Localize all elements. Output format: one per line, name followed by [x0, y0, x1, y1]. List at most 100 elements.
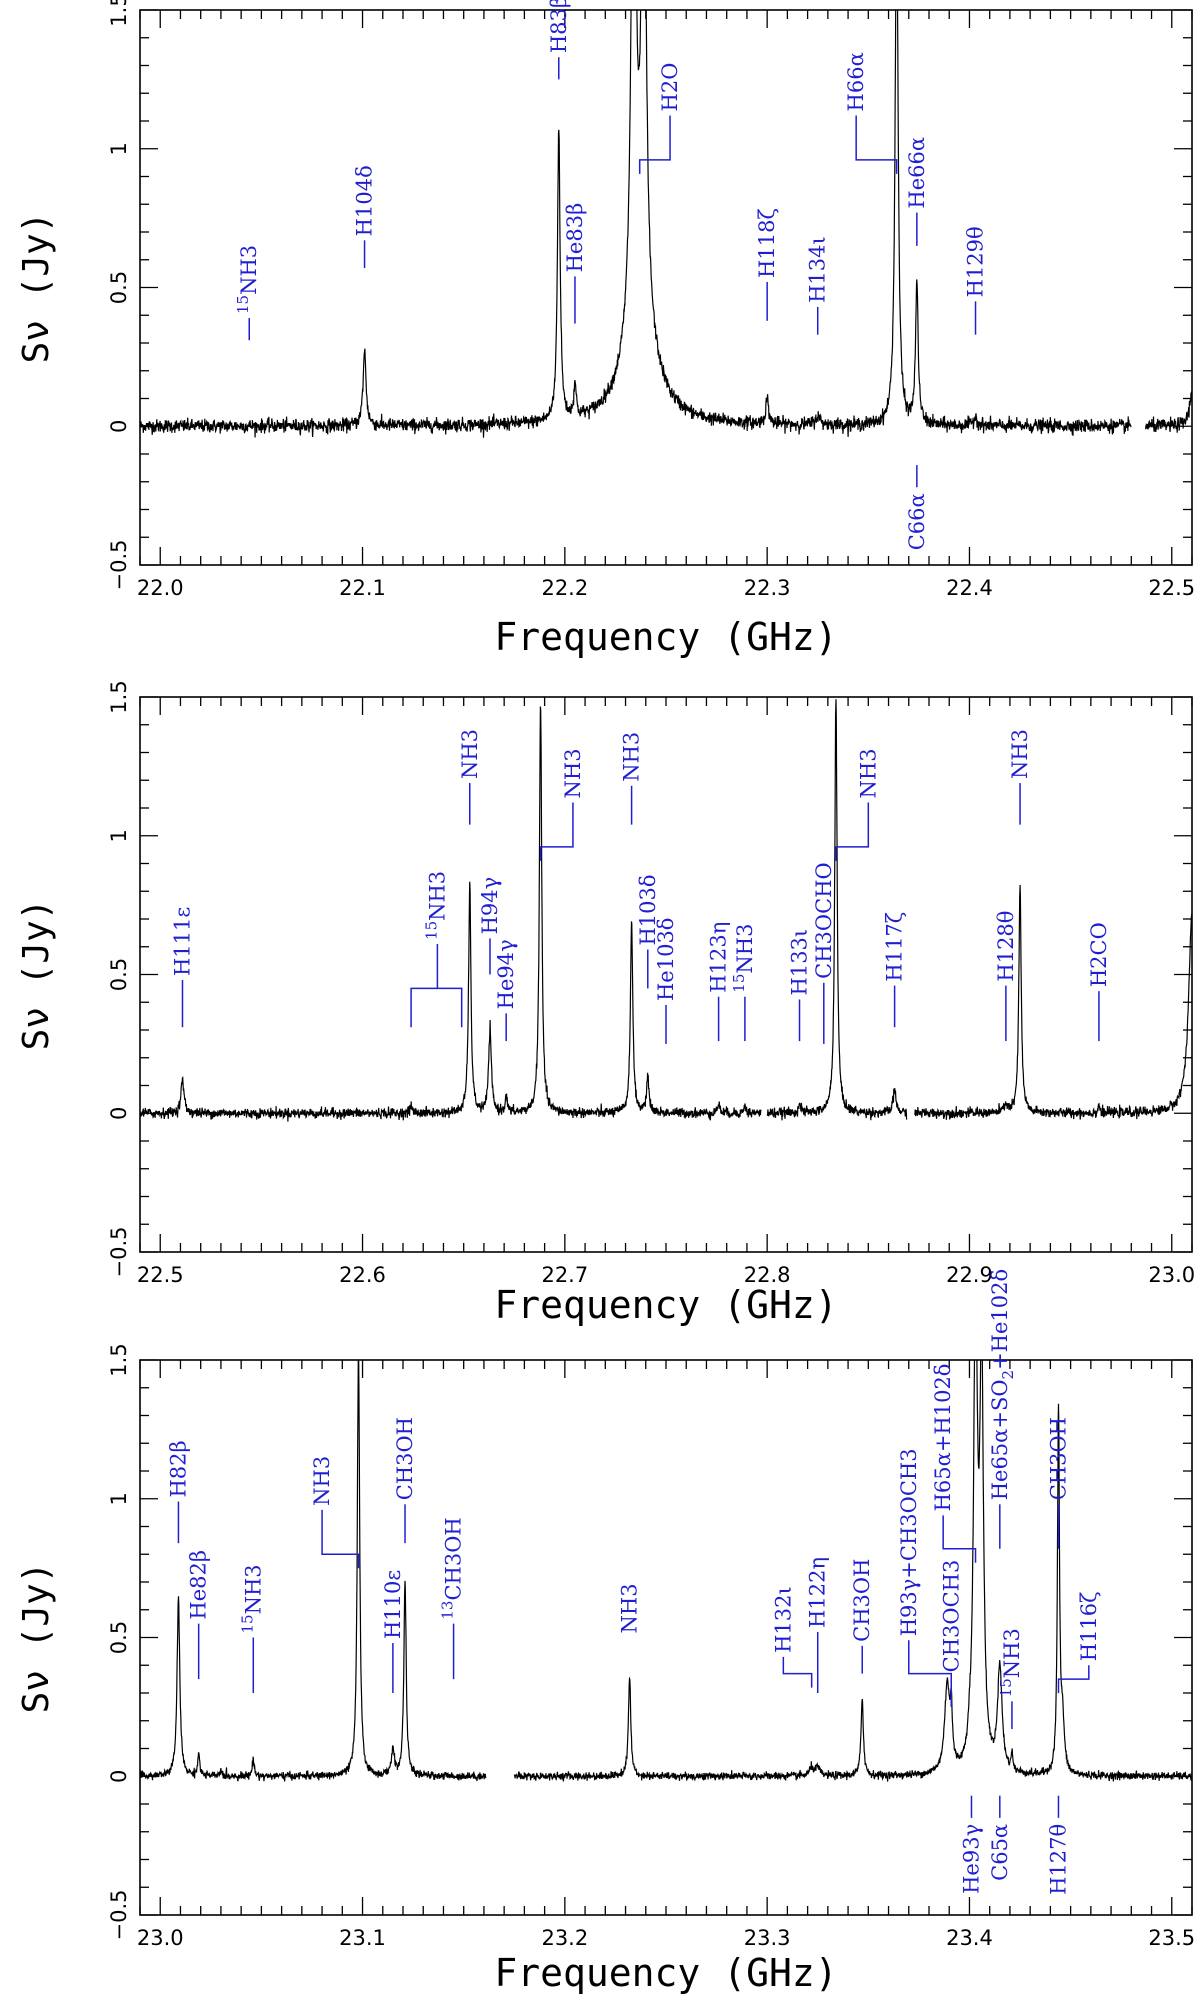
line-label: CH3OCHO — [812, 862, 836, 1044]
line-label: 15NH3 — [238, 1564, 265, 1693]
line-label: 13CH3OH — [439, 1517, 466, 1680]
line-label: He94γ — [494, 939, 518, 1042]
line-label: CH3OH — [393, 1417, 417, 1544]
line-label: NH3 — [620, 732, 644, 825]
x-axis-title: Frequency (GHz) — [494, 615, 837, 659]
label-text: H2CO — [1087, 922, 1111, 987]
spectrum-panel-1: 22.0 22.1 22.2 22.3 22.4 22.5 −0.5 0 0.5 1 1.5 Freq… — [16, 0, 1195, 659]
label-text: C65α — [988, 1824, 1012, 1881]
line-label: C66α — [905, 465, 929, 550]
line-label: H103δ — [636, 874, 660, 989]
label-text: He82β — [187, 1550, 211, 1620]
label-text: H94γ — [478, 877, 502, 935]
y-axis-title: Sν (Jy) — [16, 899, 57, 1051]
spectrum-trace — [140, 10, 1192, 438]
label-bracket — [835, 802, 870, 861]
x-tick-label: 22.2 — [541, 576, 588, 600]
label-text: H82β — [166, 1440, 190, 1497]
y-tick-label: 0.5 — [107, 1621, 131, 1654]
y-tick-label: 1.5 — [107, 1343, 131, 1376]
line-label: 15NH3 — [234, 245, 261, 341]
line-label: 15NH3 — [730, 924, 757, 1042]
line-label: H129θ — [964, 226, 988, 335]
label-bracket — [1057, 1665, 1090, 1694]
line-label: CH3OCH3 — [939, 1560, 963, 1707]
line-label: He65α+SO2+He102δ — [988, 1269, 1017, 1549]
line-label: NH3 — [1008, 729, 1032, 825]
label-text: H123η — [707, 922, 731, 993]
label-bracket — [539, 802, 574, 861]
label-text: H122η — [806, 1557, 830, 1628]
line-label: H134ι — [806, 236, 830, 335]
line-label: C65α — [988, 1795, 1012, 1881]
line-label: H132ι — [771, 1586, 813, 1688]
label-bracket — [410, 987, 463, 1028]
line-label: H118ζ — [755, 208, 779, 321]
label-bracket — [638, 115, 671, 174]
label-text: CH3OH — [850, 1559, 874, 1642]
line-label: H66α — [844, 52, 898, 174]
line-label: H117ζ — [883, 912, 907, 1028]
label-text: H93γ+CH3OCH3 — [897, 1448, 921, 1636]
label-bracket — [782, 1656, 813, 1688]
line-label: He93γ — [959, 1795, 983, 1894]
y-tick-label: 1.5 — [107, 680, 131, 713]
label-text: H83β — [547, 0, 571, 53]
y-tick-label: 1 — [107, 142, 131, 155]
line-label: He82β — [187, 1550, 211, 1680]
label-text: H129θ — [964, 226, 988, 297]
label-text: CH3OH — [1046, 1417, 1070, 1500]
label-text: H104δ — [353, 165, 377, 236]
y-tick-label: 0 — [107, 420, 131, 433]
y-tick-label: −0.5 — [107, 1227, 131, 1278]
line-label: NH3 — [310, 1456, 360, 1569]
label-text: H65α+H102δ — [931, 1364, 955, 1512]
line-label: H65α+H102δ — [931, 1364, 977, 1563]
x-tick-label: 22.4 — [946, 576, 993, 600]
label-text: H110ε — [381, 1570, 405, 1639]
label-text: H66α — [844, 52, 868, 111]
line-label: H82β — [166, 1440, 190, 1544]
line-label: NH3 — [539, 748, 585, 861]
x-tick-label: 23.1 — [339, 1926, 386, 1950]
label-text: H132ι — [771, 1586, 795, 1653]
line-label: H116ζ — [1057, 1591, 1101, 1694]
label-bracket — [321, 1509, 360, 1569]
label-text: CH3OCH3 — [939, 1560, 963, 1673]
line-label: H128θ — [994, 911, 1018, 1042]
x-tick-label: 22.6 — [339, 1263, 386, 1287]
label-text: 15NH3 — [234, 245, 261, 314]
line-label: H122η — [806, 1557, 830, 1693]
label-text: 15NH3 — [422, 871, 449, 940]
label-text: He65α+SO2+He102δ — [988, 1269, 1017, 1500]
x-tick-label: 23.4 — [946, 1926, 993, 1950]
line-label: H83β — [547, 0, 571, 80]
label-text: CH3OH — [393, 1417, 417, 1500]
line-label: H133ι — [788, 929, 812, 1042]
label-text: C66α — [905, 493, 929, 550]
label-text: NH3 — [618, 1583, 642, 1633]
x-tick-label: 23.0 — [1148, 1263, 1195, 1287]
label-bracket — [942, 1515, 977, 1563]
label-text: H116ζ — [1077, 1591, 1101, 1661]
x-tick-label: 22.5 — [1148, 576, 1195, 600]
label-text: 13CH3OH — [439, 1517, 466, 1619]
label-text: NH3 — [561, 748, 585, 798]
y-tick-label: 1 — [107, 829, 131, 842]
y-tick-label: 0 — [107, 1107, 131, 1120]
line-label: H110ε — [381, 1570, 405, 1693]
plot-frame — [139, 1359, 1193, 1916]
line-label: H2O — [638, 63, 682, 174]
label-text: He94γ — [494, 939, 518, 1009]
y-axis-title: Sν (Jy) — [16, 212, 57, 364]
line-label: H93γ+CH3OCH3 — [897, 1448, 953, 1688]
spectrum-panel-2: 22.5 22.6 22.7 22.8 22.9 23.0 −0.5 0 0.5 1 1.5 Freq… — [16, 680, 1195, 1327]
line-label: He83β — [563, 203, 587, 324]
spectrum-trace — [140, 699, 1192, 1122]
line-label: He103δ — [654, 918, 678, 1044]
x-axis-title: Frequency (GHz) — [494, 1283, 837, 1327]
label-text: NH3 — [856, 748, 880, 798]
x-tick-label: 22.0 — [137, 576, 184, 600]
line-label: H127θ — [1046, 1795, 1070, 1895]
